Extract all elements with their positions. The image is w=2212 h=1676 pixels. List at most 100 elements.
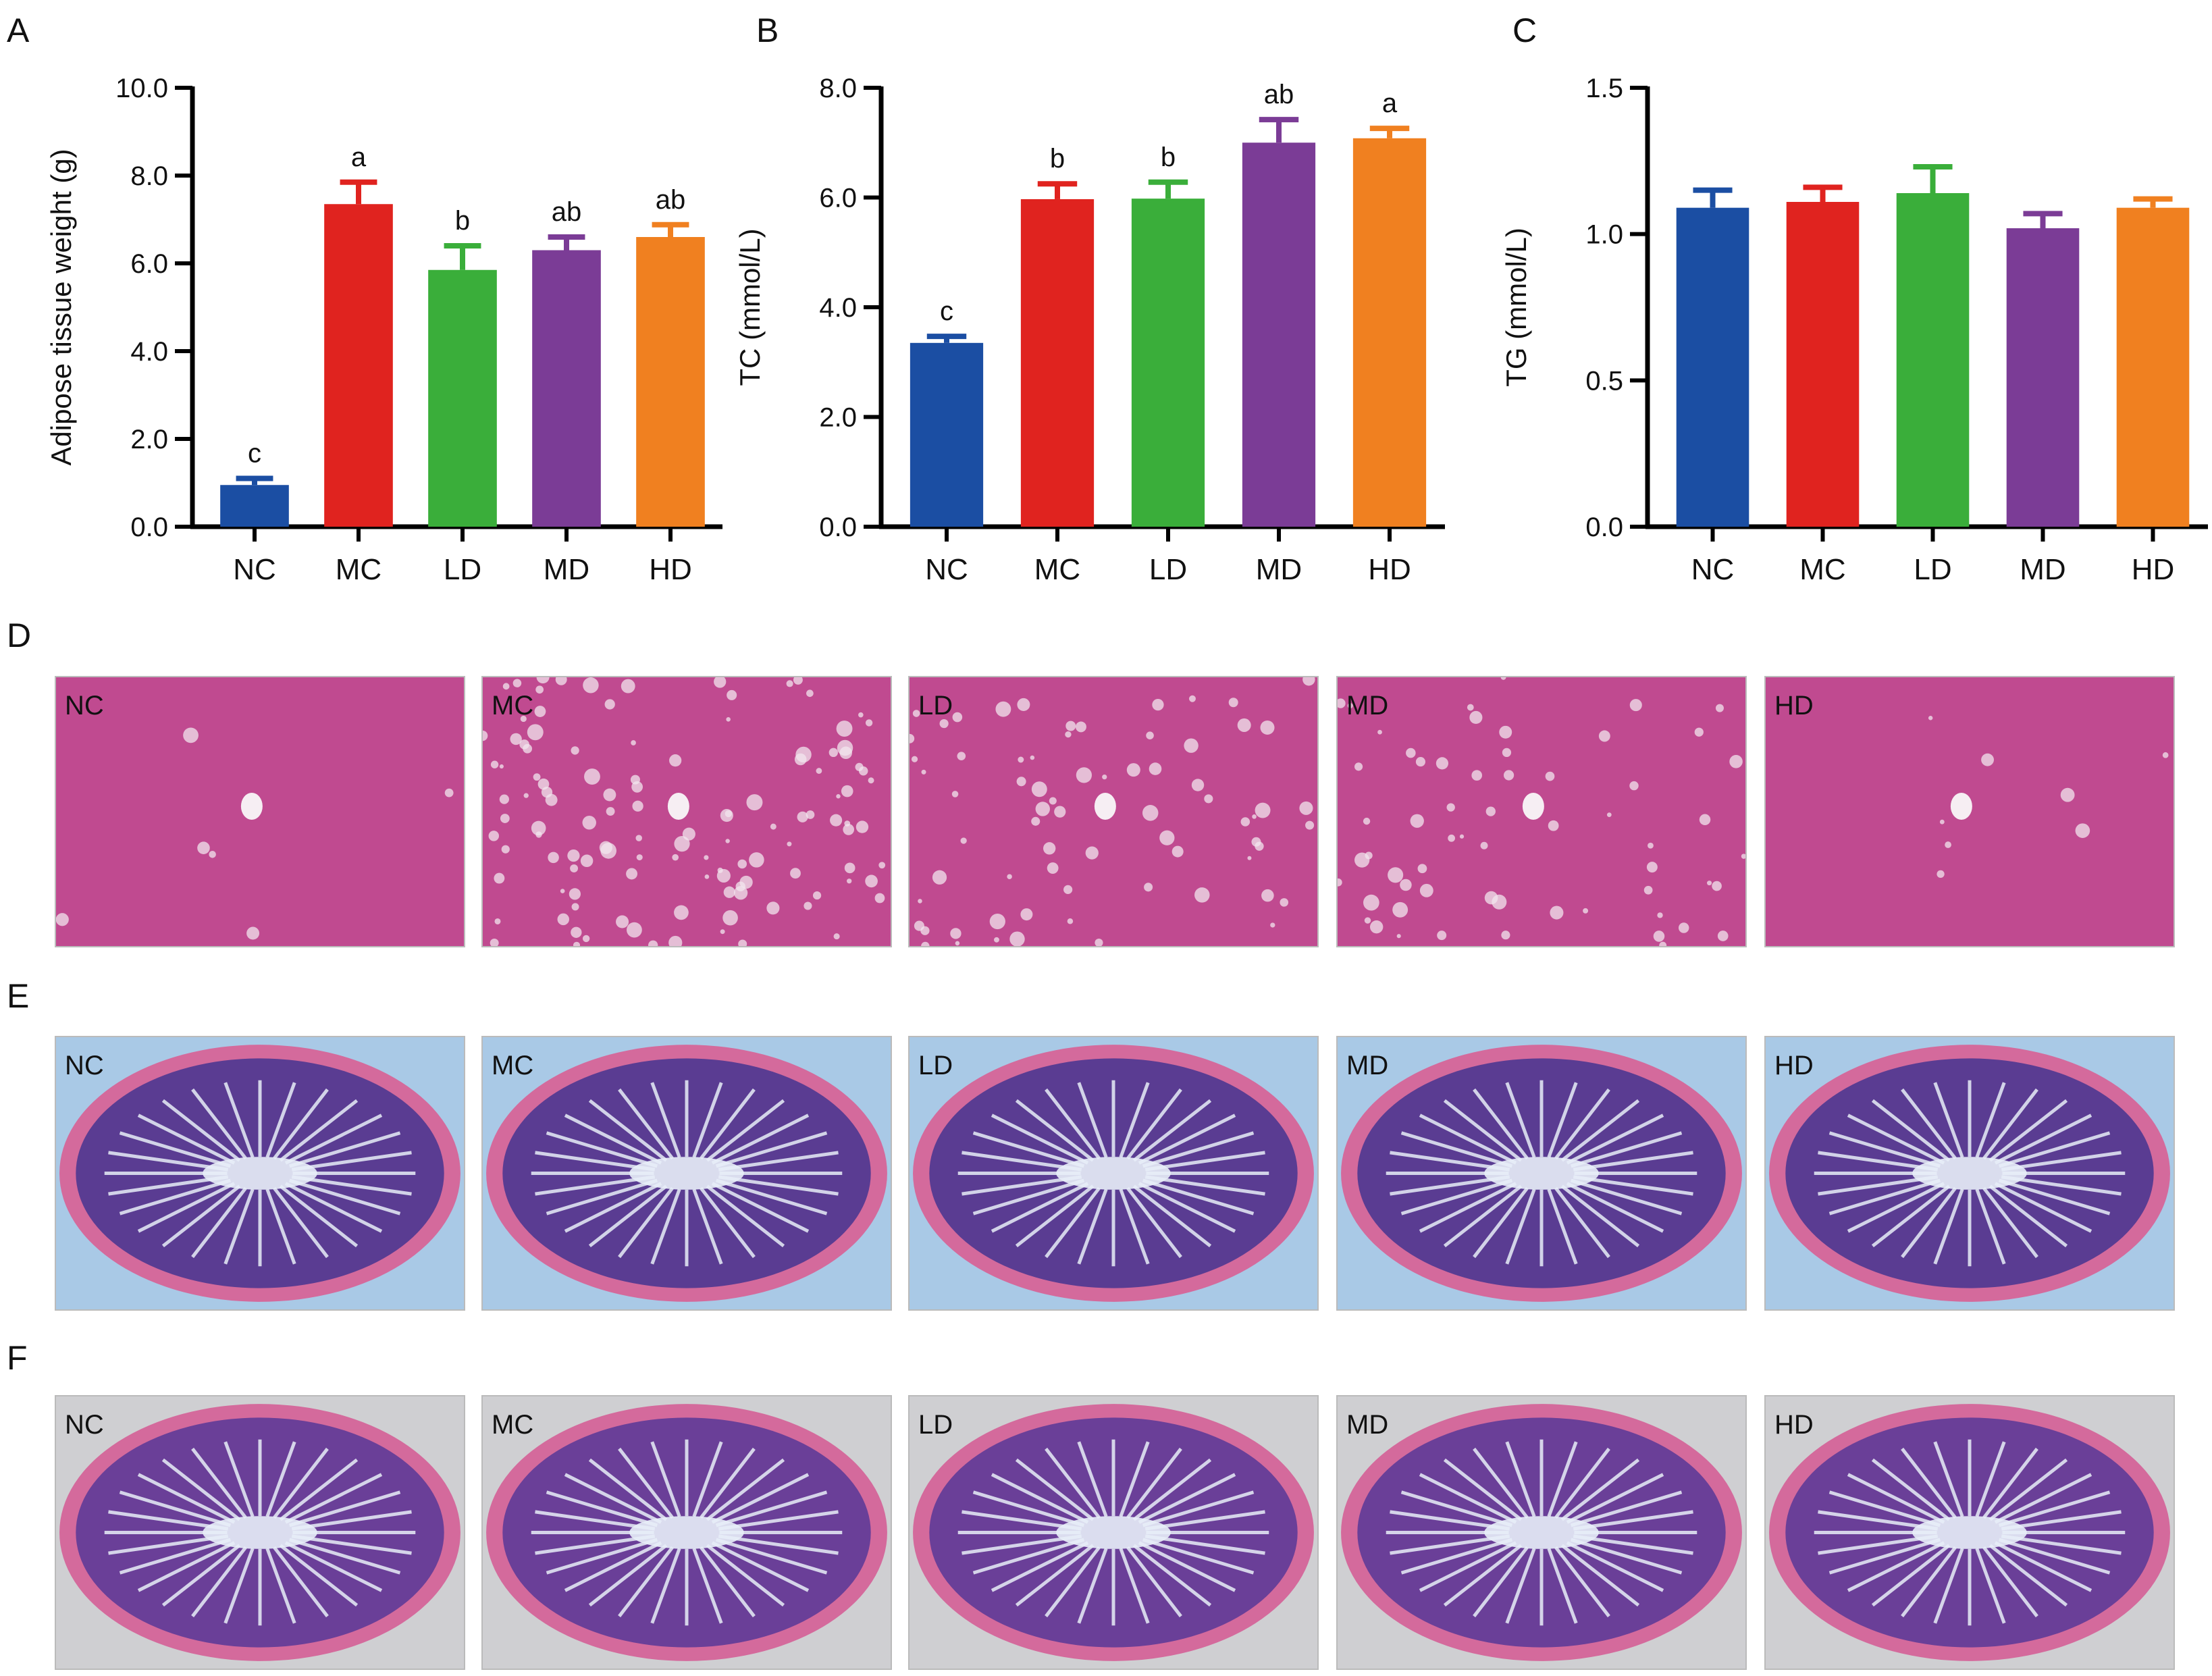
crypt-mark [692,1082,723,1158]
lumen [203,1516,317,1549]
crypt-mark [706,1458,785,1521]
crypt-mark [1998,1178,2111,1215]
bar-nc [910,342,984,527]
vacuole-mark [600,843,617,859]
crypt-mark [1560,1544,1640,1607]
vacuole-mark [2162,752,2169,758]
vacuole-mark [1945,841,1951,848]
vacuole-mark [1020,908,1033,921]
bar-ld [1896,193,1970,527]
vacuole-mark [1144,883,1153,892]
vacuole-mark [631,740,636,745]
x-tick-label: HD [1368,553,1411,586]
y-axis-title: Adipose tissue weight (g) [45,149,77,465]
crypt-mark [1975,1082,2006,1158]
significance-label: a [1382,88,1398,118]
vacuole-mark [1030,755,1035,760]
histology-image-ld: LD [908,1036,1319,1311]
vacuole-mark [1415,757,1425,767]
bar-md [532,250,601,527]
vacuole-mark [1583,908,1589,914]
vacuole-mark [793,677,803,685]
crypt-mark [711,1541,810,1592]
vacuole-mark [1448,834,1456,842]
histology-image-hd: HD [1764,1036,2175,1311]
image-label: HD [1774,1051,1814,1080]
vacuole-mark [733,886,748,900]
image-frame [1764,676,2175,947]
vacuole-mark [1255,841,1264,851]
vacuole-mark [1606,812,1612,818]
crypt-mark [1142,1178,1255,1215]
vacuole-mark [1659,941,1667,947]
crypt-mark [564,1182,662,1233]
bar-md [1242,142,1316,527]
crypt-mark [706,1184,785,1248]
crypt-mark [1570,1131,1683,1168]
significance-label: ab [1264,80,1294,109]
vacuole-mark [1075,721,1086,733]
y-tick-label: 2.0 [819,403,857,433]
image-label: NC [65,1051,104,1080]
vacuole-mark [716,868,731,883]
vacuole-mark [746,794,763,811]
vacuole-mark [669,754,682,767]
vacuole-mark [918,899,922,904]
vacuole-mark [749,852,764,868]
crypt-mark [991,1541,1089,1592]
crypt-mark [1871,1099,1951,1162]
crypt-mark [618,1088,674,1160]
image-frame [481,1036,892,1311]
vacuole-mark [560,889,565,893]
crypt-mark [223,1188,255,1265]
crypt-mark [119,1131,232,1168]
panel-letter: D [7,617,31,654]
crypt-mark [546,1178,658,1215]
image-frame [55,1395,465,1670]
crypt-mark [1566,1541,1664,1592]
crypt-mark [191,1546,247,1618]
crypt-mark [564,1473,662,1524]
vacuole-mark [1237,718,1251,732]
crypt-mark [223,1441,255,1517]
vacuole-mark [1436,757,1449,770]
vacuole-mark [55,913,69,926]
crypt-mark [1547,1082,1578,1158]
y-tick-label: 4.0 [130,337,168,367]
crypt-mark [1989,1184,2068,1248]
vacuole-mark [482,730,488,741]
vacuole-mark [1369,920,1384,934]
vacuole-mark [1485,806,1496,816]
vacuole-mark [571,926,582,938]
crypt-mark [1132,1099,1212,1162]
bar-nc [1676,207,1749,527]
vacuole-mark [1255,802,1271,818]
crypt-mark [1554,1088,1610,1160]
chart-panel-c: C 0.0 0.5 1.0 1.5 TG (mmol/L) NC MC LD MD HD [1500,11,2208,586]
crypt-mark [284,1473,383,1524]
vacuole-mark [630,775,640,785]
vacuole-mark [490,938,499,947]
panel-letter: E [7,977,29,1015]
significance-label: b [1161,142,1176,172]
histology-image-hd: HD [1764,676,2175,947]
vacuole-mark [1188,695,1196,702]
crypt-mark [161,1184,241,1248]
crypt-mark [265,1082,296,1158]
crypt-mark [119,1490,232,1527]
vacuole-mark [1261,889,1274,902]
image-label: NC [65,1410,104,1440]
crypt-mark [1419,1114,1517,1165]
vacuole-mark [914,920,924,931]
lumen [1912,1157,2027,1190]
vacuole-mark [950,928,962,939]
vacuole-mark [1712,881,1722,891]
significance-label: b [455,206,470,236]
histology-image-md: MD [1336,1036,1747,1311]
vacuole-mark [911,756,918,762]
vacuole-mark [1146,731,1154,739]
vacuole-mark [1126,763,1140,777]
image-label: HD [1774,691,1814,721]
histology-image-nc: NC [55,676,465,947]
crypt-mark [1132,1184,1212,1248]
